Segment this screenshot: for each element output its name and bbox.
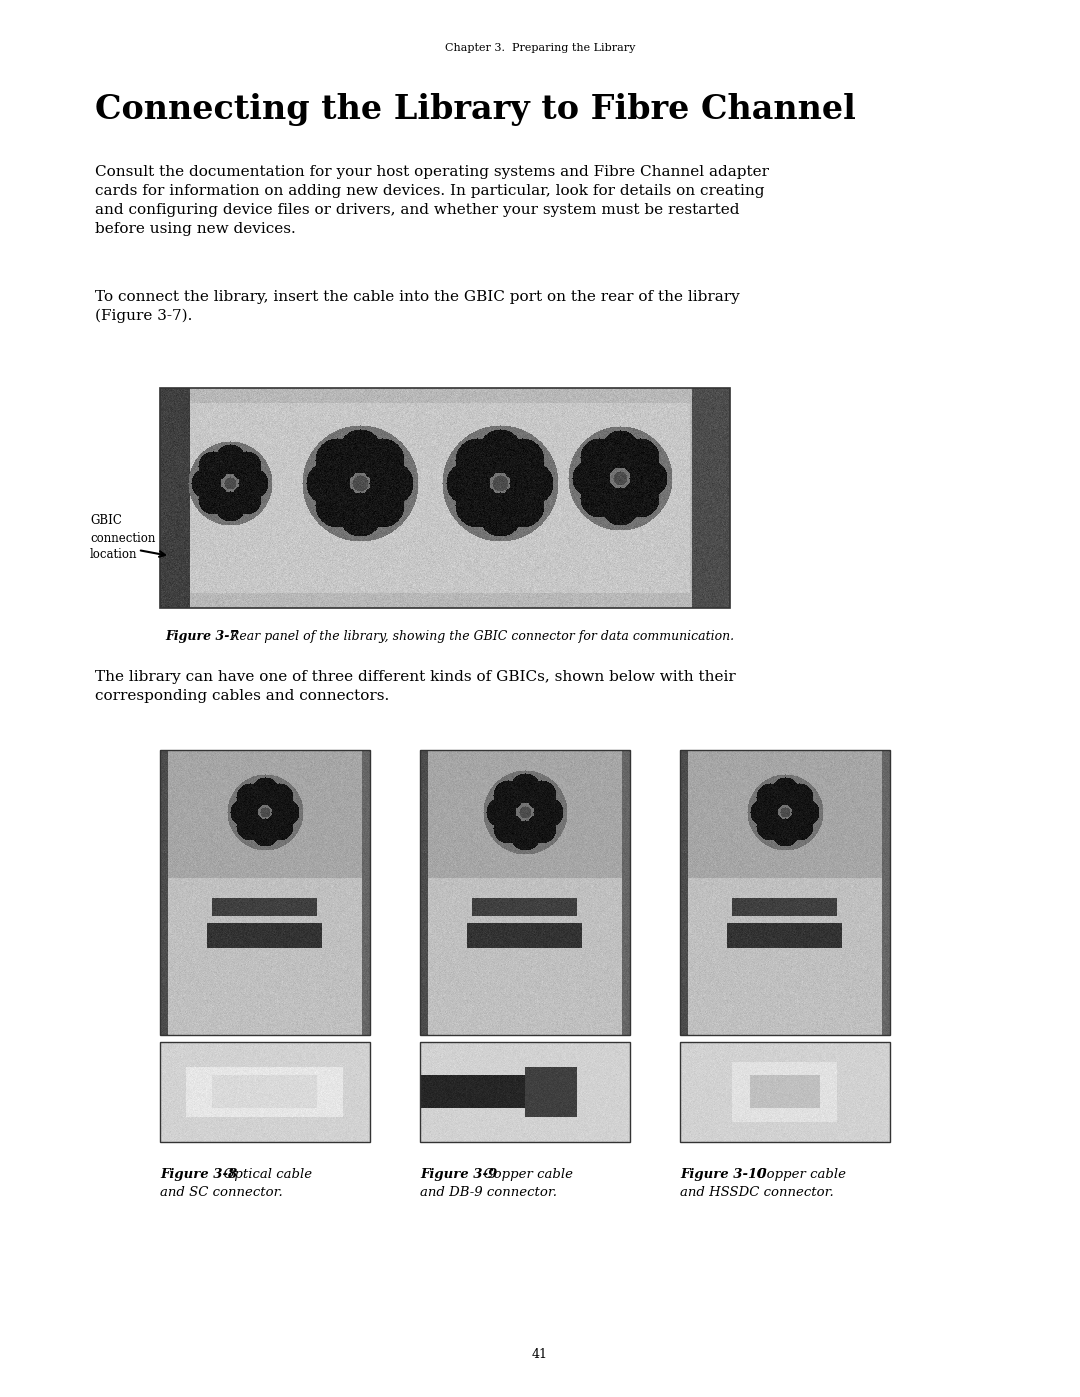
Text: Optical cable: Optical cable <box>215 1168 312 1180</box>
Bar <box>680 750 890 1035</box>
Text: before using new devices.: before using new devices. <box>95 222 296 236</box>
Text: Copper cable: Copper cable <box>475 1168 573 1180</box>
Bar <box>420 1042 630 1141</box>
Text: and SC connector.: and SC connector. <box>160 1186 283 1199</box>
Text: Figure 3-7: Figure 3-7 <box>165 630 239 643</box>
Text: Connecting the Library to Fibre Channel: Connecting the Library to Fibre Channel <box>95 94 855 127</box>
Text: To connect the library, insert the cable into the GBIC port on the rear of the l: To connect the library, insert the cable… <box>95 291 740 305</box>
Text: The library can have one of three different kinds of GBICs, shown below with the: The library can have one of three differ… <box>95 671 735 685</box>
Text: corresponding cables and connectors.: corresponding cables and connectors. <box>95 689 389 703</box>
Text: Figure 3-9: Figure 3-9 <box>420 1168 497 1180</box>
Bar <box>420 750 630 1035</box>
Bar <box>160 750 370 1035</box>
Text: Rear panel of the library, showing the GBIC connector for data communication.: Rear panel of the library, showing the G… <box>222 630 734 643</box>
Text: Consult the documentation for your host operating systems and Fibre Channel adap: Consult the documentation for your host … <box>95 165 769 179</box>
Bar <box>680 1042 890 1141</box>
Bar <box>160 1042 370 1141</box>
Text: 41: 41 <box>532 1348 548 1362</box>
Text: Figure 3-8: Figure 3-8 <box>160 1168 238 1180</box>
Text: (Figure 3-7).: (Figure 3-7). <box>95 309 192 323</box>
Bar <box>160 388 730 608</box>
Text: Chapter 3.  Preparing the Library: Chapter 3. Preparing the Library <box>445 43 635 53</box>
Text: and DB-9 connector.: and DB-9 connector. <box>420 1186 557 1199</box>
Text: GBIC
connection
location: GBIC connection location <box>90 514 156 562</box>
Text: Copper cable: Copper cable <box>748 1168 846 1180</box>
Text: Figure 3-10: Figure 3-10 <box>680 1168 767 1180</box>
Text: and HSSDC connector.: and HSSDC connector. <box>680 1186 834 1199</box>
Text: and configuring device files or drivers, and whether your system must be restart: and configuring device files or drivers,… <box>95 203 740 217</box>
Text: cards for information on adding new devices. In particular, look for details on : cards for information on adding new devi… <box>95 184 765 198</box>
